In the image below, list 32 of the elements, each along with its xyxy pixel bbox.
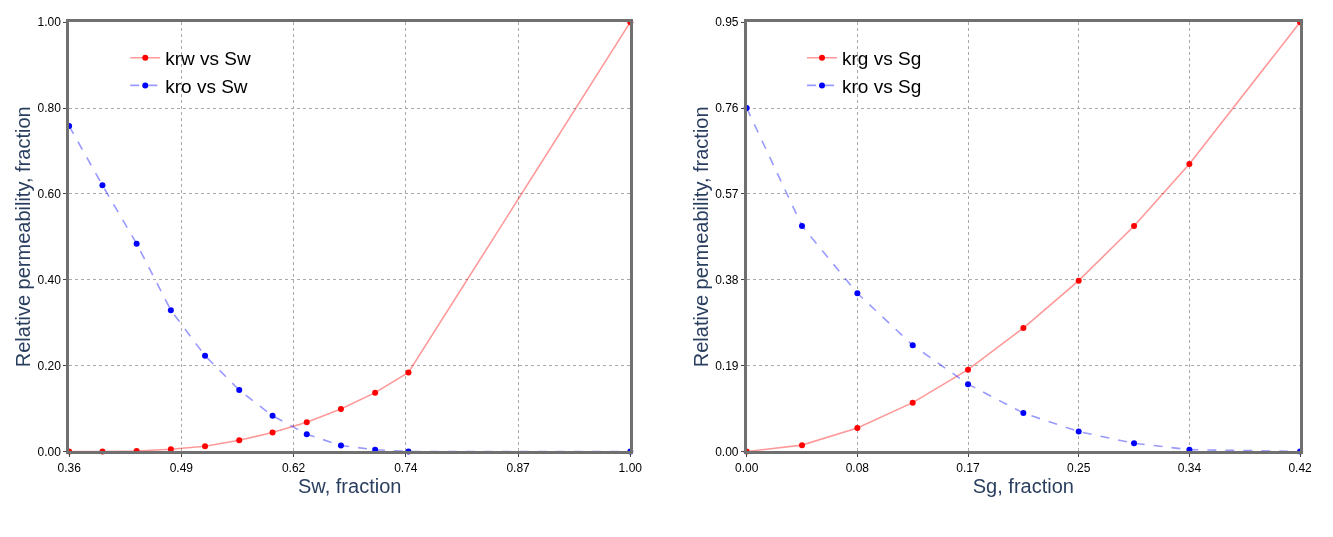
x-tick-label: 0.25 xyxy=(1067,460,1091,475)
y-tick-label: 0.40 xyxy=(37,272,62,287)
y-tick-label: 0.00 xyxy=(715,444,739,459)
x-axis-title: Sg, fraction xyxy=(972,474,1074,497)
y-tick-label: 0.38 xyxy=(715,272,739,287)
legend-label: krg vs Sg xyxy=(842,48,922,70)
y-tick-label: 0.57 xyxy=(715,187,739,202)
y-tick-label: 0.60 xyxy=(37,187,62,202)
y-tick-label: 0.80 xyxy=(37,101,62,116)
x-tick-label: 0.42 xyxy=(1288,460,1313,475)
y-axis-title: Relative permeability, fraction xyxy=(12,106,35,368)
legend-label: kro vs Sw xyxy=(165,75,248,97)
x-tick-label: 0.87 xyxy=(506,460,531,475)
y-tick-label: 0.95 xyxy=(715,15,739,30)
x-tick-label: 0.17 xyxy=(956,460,981,475)
legend-label: krw vs Sw xyxy=(165,48,252,70)
y-axis-title: Relative permeability, fraction xyxy=(689,106,712,368)
x-tick-label: 0.74 xyxy=(394,460,418,475)
x-tick-label: 0.00 xyxy=(734,460,759,475)
y-tick-label: 0.20 xyxy=(37,358,62,373)
x-tick-label: 0.62 xyxy=(281,460,306,475)
legend-label: kro vs Sg xyxy=(842,75,922,97)
x-axis-title: Sw, fraction xyxy=(298,474,402,497)
y-tick-label: 0.00 xyxy=(37,444,62,459)
y-tick-label: 1.00 xyxy=(37,15,62,30)
x-tick-label: 0.36 xyxy=(57,460,82,475)
x-tick-label: 0.34 xyxy=(1177,460,1202,475)
y-tick-label: 0.76 xyxy=(715,101,739,116)
x-tick-label: 1.00 xyxy=(618,460,643,475)
x-tick-label: 0.08 xyxy=(845,460,870,475)
x-tick-label: 0.49 xyxy=(169,460,194,475)
y-tick-label: 0.19 xyxy=(715,358,739,373)
